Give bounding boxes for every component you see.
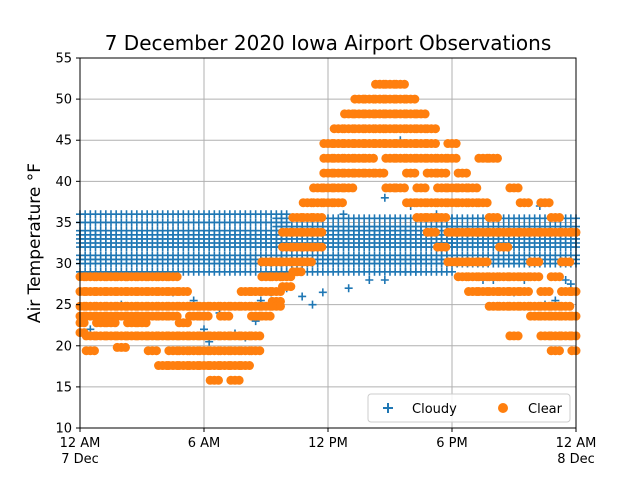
x-tick-label: 6 PM — [436, 436, 467, 451]
x-tick-label-date: 7 Dec — [61, 452, 99, 467]
clear-point — [420, 183, 430, 193]
cloudy-point — [344, 284, 353, 293]
clear-point — [203, 311, 213, 321]
x-tick-label: 6 AM — [188, 436, 221, 451]
clear-point — [461, 168, 471, 178]
clear-point — [172, 272, 182, 282]
clear-point — [430, 227, 440, 237]
clear-point — [534, 257, 544, 267]
clear-point — [244, 361, 254, 371]
cloudy-point — [318, 288, 327, 297]
clear-point — [420, 109, 430, 119]
y-tick-label: 25 — [55, 298, 72, 313]
cloudy-point — [298, 292, 307, 301]
plot-points — [75, 79, 581, 385]
clear-point — [151, 346, 161, 356]
clear-point — [317, 242, 327, 252]
x-tick-label: 12 AM — [556, 436, 597, 451]
chart-title: 7 December 2020 Iowa Airport Observation… — [105, 31, 552, 55]
clear-point — [441, 242, 451, 252]
clear-point — [410, 168, 420, 178]
clear-point — [523, 287, 533, 297]
y-tick-label: 55 — [55, 52, 72, 67]
clear-point — [306, 257, 316, 267]
clear-point — [410, 94, 420, 104]
cloudy-point — [365, 276, 374, 284]
clear-point — [544, 287, 554, 297]
legend: Cloudy Clear — [367, 393, 571, 423]
clear-point — [441, 213, 451, 223]
clear-point — [503, 242, 513, 252]
legend-box — [367, 393, 571, 423]
y-tick-label: 15 — [55, 380, 72, 395]
clear-point — [286, 282, 296, 292]
clear-point — [513, 331, 523, 341]
legend-marker-clear — [498, 403, 508, 413]
clear-point — [265, 311, 275, 321]
clear-point — [565, 257, 575, 267]
y-tick-label: 40 — [55, 175, 72, 190]
legend-label-cloudy: Cloudy — [412, 402, 457, 417]
x-tick-label: 12 AM — [60, 436, 101, 451]
clear-point — [430, 139, 440, 149]
clear-point — [337, 198, 347, 208]
cloudy-point — [566, 280, 575, 289]
clear-point — [399, 79, 409, 89]
cloudy-point — [561, 276, 570, 284]
cloudy-point — [339, 210, 348, 219]
clear-point — [451, 139, 461, 149]
cloudy-point — [380, 193, 389, 202]
clear-point — [565, 301, 575, 311]
clear-point — [89, 346, 99, 356]
clear-point — [430, 124, 440, 134]
clear-point — [348, 183, 358, 193]
clear-point — [441, 168, 451, 178]
clear-point — [224, 311, 234, 321]
clear-point — [213, 375, 223, 385]
clear-point — [492, 213, 502, 223]
y-axis-label: Air Temperature °F — [25, 163, 45, 323]
x-tick-label: 12 PM — [308, 436, 348, 451]
clear-point — [554, 272, 564, 282]
y-tick-label: 10 — [55, 422, 72, 437]
clear-point — [472, 183, 482, 193]
y-tick-label: 50 — [55, 93, 72, 108]
clear-point — [255, 331, 265, 341]
clear-point — [492, 153, 502, 163]
clear-point — [523, 198, 533, 208]
clear-point — [317, 227, 327, 237]
clear-point — [379, 168, 389, 178]
clear-point — [296, 267, 306, 277]
clear-point — [368, 153, 378, 163]
cloudy-point — [380, 276, 389, 284]
cloudy-point — [448, 267, 456, 276]
y-tick-label: 45 — [55, 134, 72, 149]
legend-marker-cloudy — [383, 403, 393, 413]
clear-point — [234, 375, 244, 385]
clear-point — [275, 301, 285, 311]
clear-point — [482, 257, 492, 267]
clear-point — [317, 213, 327, 223]
clear-point — [482, 198, 492, 208]
clear-point — [399, 183, 409, 193]
clear-point — [534, 272, 544, 282]
clear-point — [182, 287, 192, 297]
cloudy-point — [308, 300, 317, 309]
clear-point — [120, 342, 130, 352]
cloudy-point — [411, 267, 420, 276]
legend-label-clear: Clear — [528, 402, 563, 417]
cloudy-point — [401, 267, 410, 276]
x-tick-label-date: 8 Dec — [557, 452, 595, 467]
clear-point — [554, 346, 564, 356]
clear-point — [255, 346, 265, 356]
y-tick-label: 35 — [55, 216, 72, 231]
clear-point — [554, 213, 564, 223]
y-tick-label: 30 — [55, 257, 72, 272]
clear-point — [513, 183, 523, 193]
clear-point — [544, 198, 554, 208]
clear-point — [451, 153, 461, 163]
y-tick-label: 20 — [55, 339, 72, 354]
